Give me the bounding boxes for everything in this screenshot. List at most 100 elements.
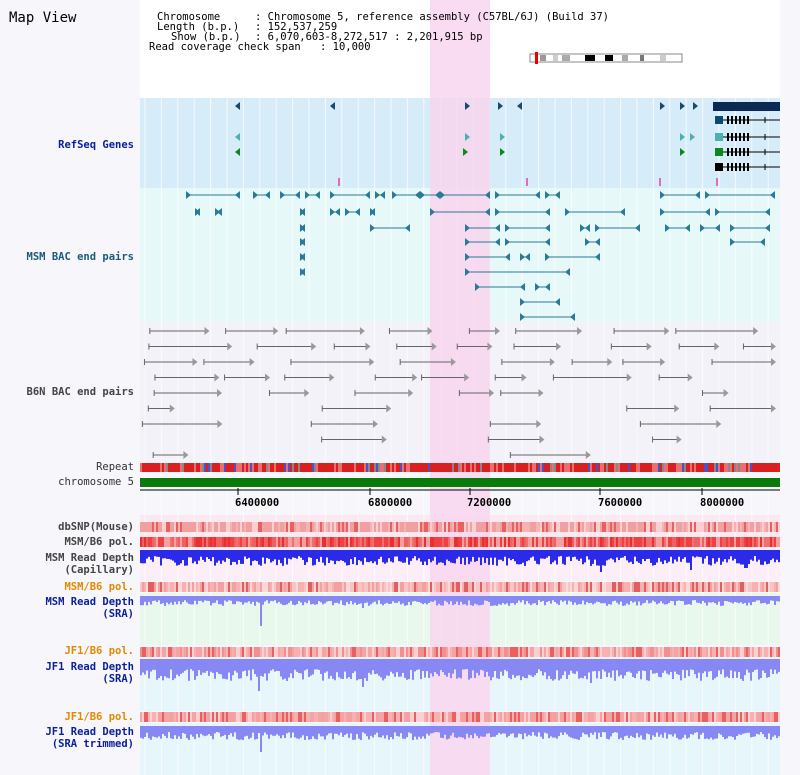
polymorphism-density — [320, 582, 322, 592]
read-depth-bar — [422, 596, 424, 605]
snp-density — [390, 522, 392, 532]
read-depth-bar — [376, 726, 378, 733]
read-depth-bar — [636, 550, 638, 562]
snp-density — [380, 522, 382, 532]
read-depth-bar — [626, 596, 628, 604]
repeat-segment — [472, 463, 474, 472]
gene-exon — [747, 163, 749, 171]
read-depth-bar — [670, 659, 672, 673]
read-depth-bar — [672, 659, 674, 680]
repeat-segment — [334, 463, 336, 472]
polymorphism-density — [664, 582, 666, 592]
snp-density — [624, 522, 626, 532]
ideogram-band — [540, 55, 546, 61]
polymorphism-density — [660, 582, 662, 592]
gene-arrow — [235, 133, 240, 141]
polymorphism-density — [422, 647, 424, 657]
read-depth-bar — [596, 550, 598, 566]
read-depth-bar — [206, 550, 208, 558]
read-depth-bar — [446, 550, 448, 560]
read-depth-bar — [500, 550, 502, 560]
bac-end — [674, 404, 680, 413]
polymorphism-density — [646, 647, 648, 657]
polymorphism-density — [140, 712, 142, 722]
read-depth-bar — [240, 659, 242, 679]
read-depth-bar — [768, 659, 770, 678]
read-depth-bar — [206, 659, 208, 671]
snp-density — [158, 522, 160, 532]
polymorphism-density — [588, 647, 590, 657]
repeat-segment — [740, 463, 742, 472]
bac-end — [253, 191, 258, 199]
read-depth-bar — [616, 596, 618, 603]
read-depth-bar — [246, 659, 248, 677]
snp-density — [724, 522, 726, 532]
read-depth-bar — [368, 659, 370, 673]
read-depth-bar — [588, 596, 590, 604]
polymorphism-density — [628, 647, 630, 657]
read-depth-bar — [146, 596, 148, 606]
snp-density — [396, 522, 398, 532]
read-depth-bar — [552, 596, 554, 601]
polymorphism-density — [694, 582, 696, 592]
polymorphism-density — [394, 647, 396, 657]
polymorphism-density — [198, 712, 200, 722]
read-depth-bar — [390, 659, 392, 672]
read-depth-bar — [504, 550, 506, 557]
polymorphism-density — [692, 647, 694, 657]
polymorphism-density — [758, 582, 760, 592]
read-depth-bar — [750, 550, 752, 560]
read-depth-bar — [586, 596, 588, 602]
read-depth-bar — [370, 550, 372, 562]
polymorphism-density — [602, 712, 604, 722]
read-depth-bar — [314, 726, 316, 739]
read-depth-bar — [716, 726, 718, 739]
read-depth-bar — [164, 726, 166, 736]
polymorphism-density — [360, 537, 362, 547]
polymorphism-density — [596, 712, 598, 722]
polymorphism-density — [700, 712, 702, 722]
gene-marker — [526, 178, 528, 186]
polymorphism-density — [260, 647, 262, 657]
read-depth-bar — [232, 659, 234, 676]
read-depth-bar — [298, 550, 300, 557]
polymorphism-density — [774, 647, 776, 657]
polymorphism-density — [644, 582, 646, 592]
repeat-segment — [482, 463, 484, 472]
repeat-segment — [582, 463, 584, 472]
bac-end — [183, 451, 189, 459]
read-depth-bar — [668, 659, 670, 675]
read-depth-bar — [234, 596, 236, 605]
read-depth-bar — [576, 659, 578, 672]
read-depth-bar — [722, 596, 724, 606]
read-depth-bar — [394, 550, 396, 557]
read-depth-bar — [628, 726, 630, 739]
read-depth-bar — [436, 659, 438, 674]
repeat-segment — [388, 463, 390, 472]
read-depth-bar — [674, 659, 676, 672]
read-depth-bar — [586, 659, 588, 680]
polymorphism-density — [152, 537, 154, 547]
polymorphism-density — [776, 582, 778, 592]
polymorphism-density — [476, 712, 478, 722]
read-depth-bar — [446, 726, 448, 740]
read-depth-bar — [440, 596, 442, 606]
snp-density — [428, 522, 430, 532]
polymorphism-density — [256, 712, 258, 722]
read-depth-bar — [698, 726, 700, 740]
read-depth-bar — [534, 550, 536, 561]
repeat-segment — [142, 463, 144, 472]
polymorphism-density — [288, 537, 290, 547]
snp-density — [638, 522, 640, 532]
polymorphism-density — [702, 712, 704, 722]
read-depth-bar — [560, 726, 562, 733]
read-depth-bar — [254, 550, 256, 561]
read-depth-bar — [750, 726, 752, 738]
bac-end — [465, 253, 470, 261]
coverage-value: : 10,000 — [320, 41, 371, 53]
read-depth-bar — [256, 659, 258, 677]
polymorphism-density — [650, 582, 652, 592]
polymorphism-density — [588, 537, 590, 547]
polymorphism-density — [356, 647, 358, 657]
polymorphism-density — [548, 582, 550, 592]
